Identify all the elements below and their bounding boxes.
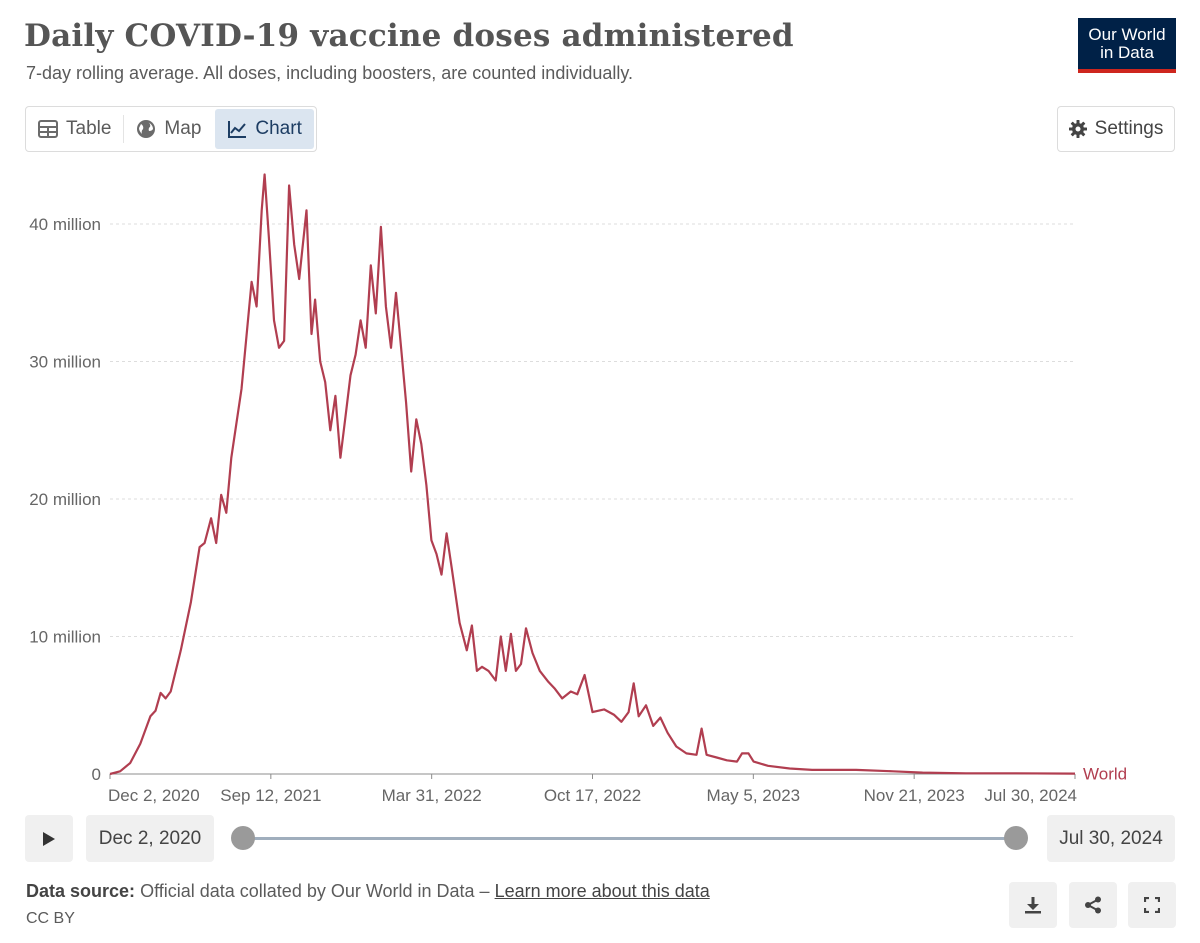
- share-icon: [1085, 896, 1101, 914]
- timeline-track[interactable]: [245, 837, 1015, 840]
- learn-more-link[interactable]: Learn more about this data: [494, 881, 710, 901]
- tab-table[interactable]: Table: [26, 115, 125, 143]
- data-source-text: Official data collated by Our World in D…: [140, 881, 490, 901]
- x-tick-label: Nov 21, 2023: [864, 786, 965, 805]
- line-chart-icon: [228, 121, 247, 138]
- start-date-button[interactable]: Dec 2, 2020: [86, 815, 214, 862]
- chart-subtitle: 7-day rolling average. All doses, includ…: [26, 63, 634, 83]
- gear-icon: [1068, 120, 1087, 138]
- x-tick-label: Dec 2, 2020: [108, 786, 200, 805]
- tab-map[interactable]: Map: [124, 107, 213, 151]
- play-icon: [43, 831, 55, 846]
- data-source: Data source: Official data collated by O…: [26, 881, 710, 902]
- x-tick-label: Jul 30, 2024: [984, 786, 1077, 805]
- download-button[interactable]: [1009, 882, 1057, 928]
- x-tick-label: Oct 17, 2022: [544, 786, 641, 805]
- tab-map-label: Map: [164, 118, 202, 139]
- share-button[interactable]: [1069, 882, 1117, 928]
- timeline-end-handle[interactable]: [1004, 826, 1028, 850]
- globe-icon: [137, 120, 156, 138]
- series-label-world[interactable]: World: [1083, 765, 1127, 784]
- y-tick-label: 20 million: [29, 490, 101, 509]
- logo-line-1: Our World: [1088, 25, 1166, 44]
- tab-table-label: Table: [66, 118, 112, 139]
- timeline-start-handle[interactable]: [231, 826, 255, 850]
- line-chart: 0 10 million 20 million 30 million 40 millio…: [29, 173, 1127, 805]
- y-tick-label: 10 million: [29, 628, 101, 647]
- owid-logo[interactable]: Our World in Data: [1078, 18, 1176, 73]
- table-icon: [38, 120, 58, 138]
- fullscreen-icon: [1144, 897, 1160, 913]
- tab-chart[interactable]: Chart: [215, 109, 314, 149]
- y-tick-label: 40 million: [29, 215, 101, 234]
- logo-line-2: in Data: [1100, 43, 1154, 62]
- y-tick-label: 0: [92, 765, 101, 784]
- grid-lines: [110, 223, 1075, 775]
- end-date-button[interactable]: Jul 30, 2024: [1047, 815, 1175, 862]
- license-label: CC BY: [26, 910, 75, 927]
- x-tick-label: May 5, 2023: [707, 786, 801, 805]
- chart-title: Daily COVID-19 vaccine doses administere…: [24, 18, 794, 54]
- x-axis-labels: Dec 2, 2020 Sep 12, 2021 Mar 31, 2022 Oct 1…: [108, 774, 1077, 805]
- play-button[interactable]: [25, 815, 73, 862]
- series-group: World: [109, 173, 1127, 784]
- settings-button[interactable]: Settings: [1057, 106, 1175, 152]
- settings-label: Settings: [1094, 118, 1164, 139]
- view-tabs: Table Map Chart: [25, 106, 317, 152]
- tab-chart-label: Chart: [255, 118, 302, 139]
- series-line-world[interactable]: [109, 173, 1076, 776]
- x-tick-label: Mar 31, 2022: [382, 786, 482, 805]
- y-tick-label: 30 million: [29, 353, 101, 372]
- fullscreen-button[interactable]: [1128, 882, 1176, 928]
- x-tick-label: Sep 12, 2021: [220, 786, 321, 805]
- y-axis-labels: 0 10 million 20 million 30 million 40 millio…: [29, 215, 101, 784]
- data-source-prefix: Data source:: [26, 881, 136, 901]
- download-icon: [1025, 897, 1041, 914]
